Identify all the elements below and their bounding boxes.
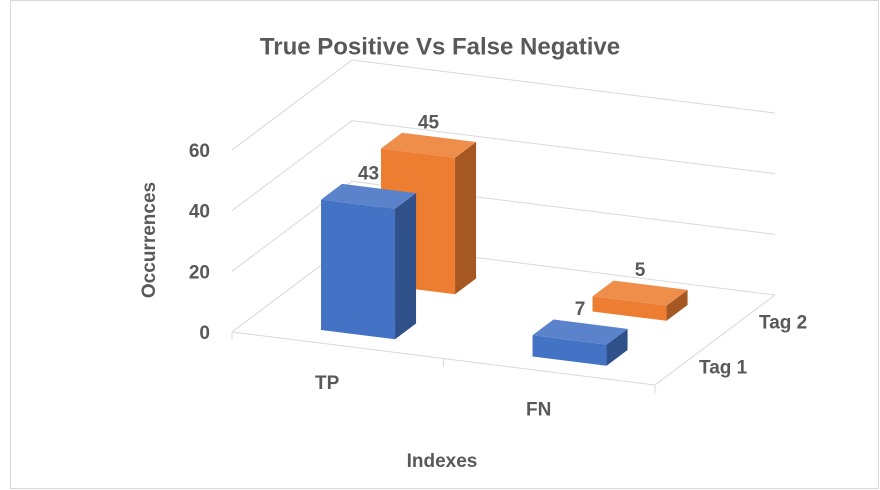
- series-label: Tag 2: [759, 313, 807, 334]
- bar: [532, 319, 628, 366]
- series-label: Tag 1: [699, 358, 748, 379]
- data-label: 7: [575, 299, 586, 320]
- bar-top: [381, 132, 477, 158]
- y-tick-label: 0: [199, 323, 210, 344]
- grid-line: [231, 180, 776, 272]
- bar-front: [592, 296, 667, 321]
- bar-side: [666, 289, 688, 321]
- data-label: 5: [635, 260, 646, 281]
- x-tick-label: FN: [526, 399, 551, 420]
- y-tick-label: 20: [189, 262, 210, 283]
- bar-side: [395, 193, 417, 340]
- chart-title: True Positive Vs False Negative: [260, 33, 620, 60]
- y-tick-label: 40: [189, 202, 210, 223]
- grid-line: [231, 120, 776, 212]
- bar-top: [532, 319, 628, 345]
- data-label: 43: [358, 163, 379, 184]
- y-tick-label: 60: [189, 141, 210, 162]
- bar-front: [321, 199, 396, 340]
- bar-front: [532, 335, 607, 366]
- data-label: 45: [418, 112, 440, 133]
- bar-side: [455, 142, 477, 295]
- bar-top: [592, 280, 688, 306]
- bar-side: [606, 328, 628, 366]
- x-tick-label: TP: [315, 373, 340, 394]
- x-axis-title: Indexes: [407, 451, 478, 472]
- bar: [592, 280, 688, 321]
- grid-line: [231, 59, 776, 151]
- y-axis-title: Occurrences: [139, 182, 160, 298]
- bar-top: [321, 183, 417, 209]
- bar: [321, 183, 417, 340]
